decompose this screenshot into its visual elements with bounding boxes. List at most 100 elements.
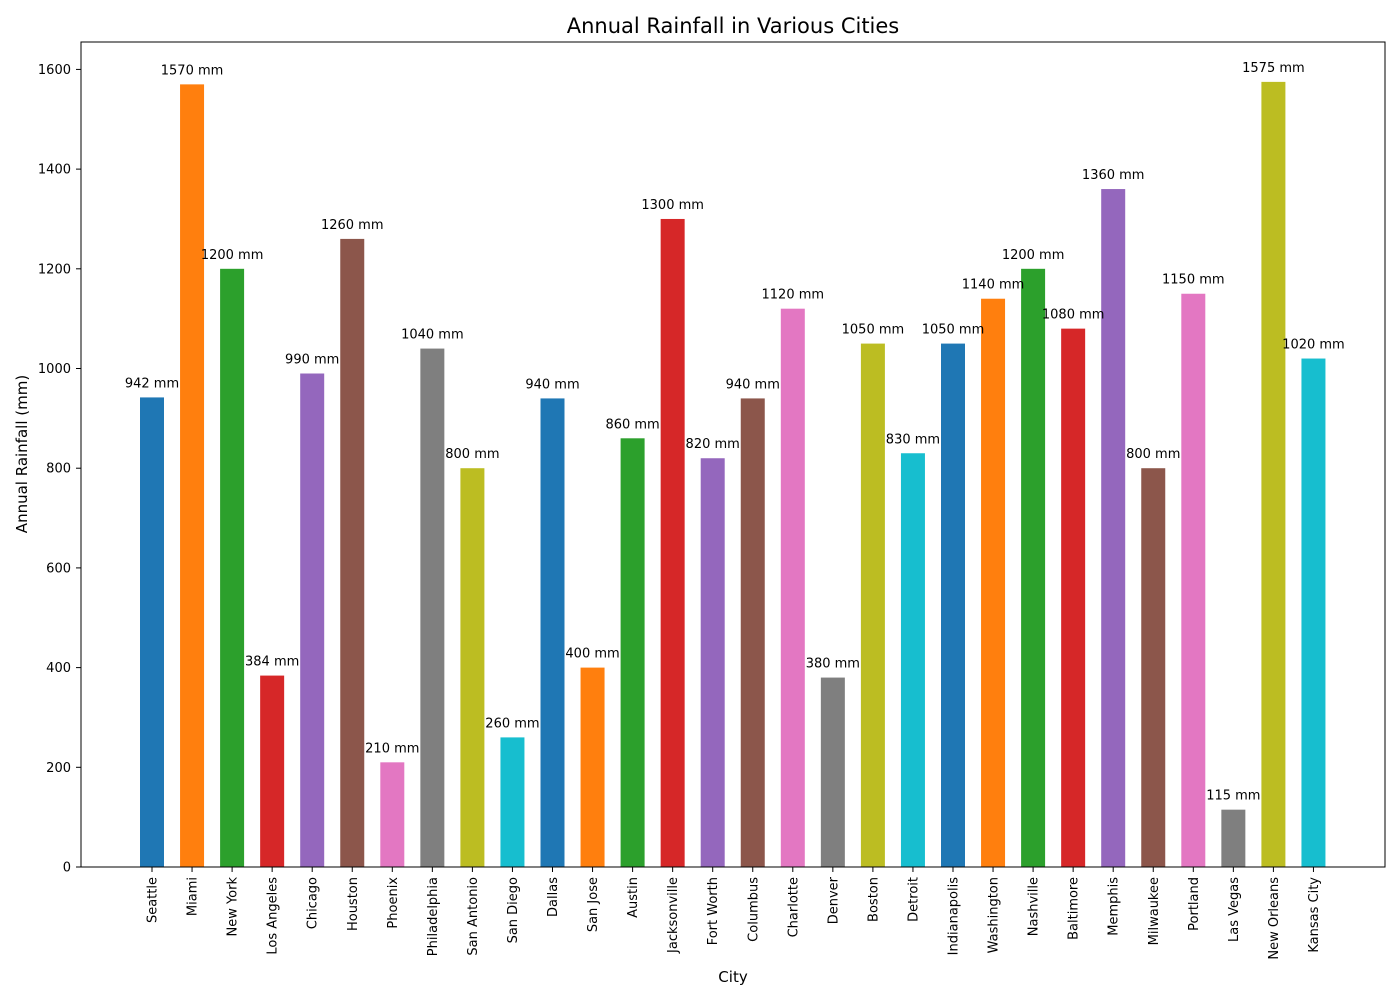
y-tick-label-600: 600	[46, 561, 71, 576]
bar-san-antonio	[460, 468, 485, 867]
data-label-kansas-city: 1020 mm	[1282, 338, 1345, 353]
y-tick-label-1000: 1000	[38, 362, 71, 377]
bar-indianapolis	[941, 343, 965, 868]
x-tick-label-philadelphia: Philadelphia	[426, 877, 441, 956]
bar-new-york	[220, 268, 245, 867]
bar-memphis	[1101, 189, 1126, 868]
data-label-portland: 1150 mm	[1162, 273, 1225, 288]
x-tick-label-indianapolis: Indianapolis	[947, 877, 962, 956]
y-tick-label-1200: 1200	[38, 262, 71, 277]
bar-chicago	[300, 373, 325, 867]
x-tick-label-jacksonville: Jacksonville	[666, 877, 681, 954]
bar-san-jose	[580, 667, 605, 867]
x-tick-label-nashville: Nashville	[1027, 877, 1042, 936]
x-tick-label-baltimore: Baltimore	[1067, 877, 1082, 940]
bar-kansas-city	[1301, 358, 1326, 867]
data-label-phoenix: 210 mm	[365, 741, 419, 756]
bar-philadelphia	[420, 348, 445, 867]
bar-seattle	[140, 397, 164, 867]
x-axis-ticks: Seattle Miami New York Los Angeles Chicago Ho…	[146, 867, 1322, 960]
x-tick-label-memphis: Memphis	[1107, 877, 1122, 936]
y-tick-label-0: 0	[63, 861, 71, 876]
data-label-philadelphia: 1040 mm	[401, 328, 464, 343]
data-label-new-orleans: 1575 mm	[1242, 61, 1305, 76]
bar-houston	[340, 238, 365, 867]
x-tick-label-los-angeles: Los Angeles	[266, 877, 281, 955]
data-label-indianapolis: 1050 mm	[922, 323, 985, 338]
y-tick-label-1600: 1600	[38, 63, 71, 78]
data-label-los-angeles: 384 mm	[245, 655, 299, 670]
x-tick-label-seattle: Seattle	[146, 877, 161, 923]
data-label-denver: 380 mm	[806, 657, 860, 672]
x-tick-label-columbus: Columbus	[746, 877, 761, 942]
data-label-washington: 1140 mm	[962, 278, 1025, 293]
data-label-detroit: 830 mm	[886, 432, 940, 447]
data-label-nashville: 1200 mm	[1002, 248, 1065, 263]
bar-phoenix	[380, 762, 405, 867]
bar-austin	[620, 438, 645, 867]
x-tick-label-new-york: New York	[226, 877, 241, 937]
x-tick-label-washington: Washington	[987, 877, 1002, 953]
data-label-columbus: 940 mm	[726, 377, 780, 392]
x-tick-label-san-antonio: San Antonio	[466, 877, 481, 956]
bar-denver	[820, 677, 845, 867]
x-tick-label-kansas-city: Kansas City	[1307, 877, 1322, 953]
x-tick-label-charlotte: Charlotte	[786, 877, 801, 937]
x-tick-label-boston: Boston	[866, 877, 881, 922]
bar-new-orleans	[1261, 81, 1286, 867]
x-tick-label-fort-worth: Fort Worth	[706, 877, 721, 945]
data-label-fort-worth: 820 mm	[686, 437, 740, 452]
plot-frame	[80, 41, 1386, 868]
bar-dallas	[540, 398, 565, 867]
y-axis-ticks: 0 200 400 600 800 1000 1200 1400 1600	[38, 63, 81, 876]
x-tick-label-las-vegas: Las Vegas	[1227, 877, 1242, 942]
data-label-jacksonville: 1300 mm	[641, 198, 704, 213]
x-tick-label-miami: Miami	[186, 877, 201, 916]
y-tick-label-1400: 1400	[38, 163, 71, 178]
x-tick-label-austin: Austin	[626, 877, 641, 918]
y-tick-label-400: 400	[46, 661, 71, 676]
bar-jacksonville	[660, 218, 685, 867]
data-label-charlotte: 1120 mm	[762, 288, 825, 303]
data-label-seattle: 942 mm	[125, 376, 179, 391]
bar-detroit	[900, 453, 925, 867]
bar-washington	[981, 298, 1006, 868]
x-axis-label: City	[718, 968, 748, 986]
x-tick-label-san-diego: San Diego	[506, 877, 521, 943]
bar-milwaukee	[1141, 468, 1166, 867]
data-label-miami: 1570 mm	[161, 63, 224, 78]
data-label-memphis: 1360 mm	[1082, 168, 1145, 183]
data-labels: 942 mm 1570 mm 1200 mm 384 mm 990 mm 1260 mm 2…	[125, 61, 1345, 804]
x-tick-label-portland: Portland	[1187, 877, 1202, 931]
data-label-milwaukee: 800 mm	[1126, 447, 1180, 462]
x-tick-label-chicago: Chicago	[306, 877, 321, 929]
data-label-chicago: 990 mm	[285, 353, 339, 368]
x-tick-label-denver: Denver	[826, 876, 841, 924]
data-label-las-vegas: 115 mm	[1206, 789, 1260, 804]
bar-baltimore	[1061, 328, 1086, 867]
bar-boston	[860, 343, 885, 868]
y-tick-label-800: 800	[46, 462, 71, 477]
bar-charlotte	[780, 308, 805, 867]
data-label-san-antonio: 800 mm	[445, 447, 499, 462]
x-tick-label-milwaukee: Milwaukee	[1147, 877, 1162, 945]
data-label-boston: 1050 mm	[842, 323, 905, 338]
bar-san-diego	[500, 737, 525, 867]
bar-nashville	[1021, 268, 1046, 867]
data-label-austin: 860 mm	[605, 417, 659, 432]
bar-los-angeles	[260, 675, 285, 867]
chart-title: Annual Rainfall in Various Cities	[567, 14, 900, 38]
y-axis-label: Annual Rainfall (mm)	[13, 375, 31, 533]
bar-las-vegas	[1221, 809, 1246, 867]
x-tick-label-houston: Houston	[346, 877, 361, 931]
data-label-houston: 1260 mm	[321, 218, 384, 233]
bar-miami	[180, 84, 205, 868]
bar-series	[140, 81, 1326, 868]
bar-columbus	[740, 398, 765, 867]
x-tick-label-detroit: Detroit	[906, 877, 921, 922]
x-tick-label-san-jose: San Jose	[586, 877, 601, 932]
data-label-san-jose: 400 mm	[565, 647, 619, 662]
data-label-dallas: 940 mm	[525, 377, 579, 392]
x-tick-label-phoenix: Phoenix	[386, 877, 401, 929]
